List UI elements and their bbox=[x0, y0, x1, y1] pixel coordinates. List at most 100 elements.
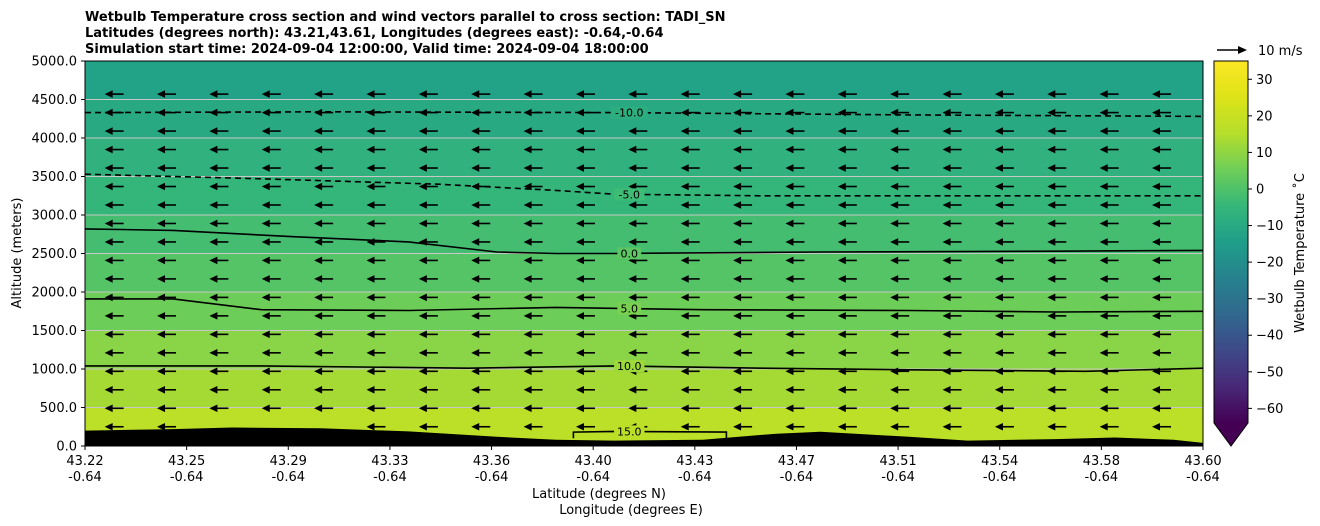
wind-vector-head-215 bbox=[1152, 256, 1161, 265]
wind-vector-head-377 bbox=[418, 108, 427, 117]
wind-vector-head-225 bbox=[523, 238, 532, 246]
contour-line-5.0 bbox=[85, 298, 1203, 313]
wind-vector-head-43 bbox=[209, 385, 218, 394]
wind-vector-head-114 bbox=[471, 330, 480, 339]
wind-vector-head-382 bbox=[680, 108, 689, 117]
contour-label-bg-10.0 bbox=[614, 360, 645, 373]
wind-vector-head-361 bbox=[733, 127, 742, 135]
contour-lines bbox=[85, 110, 1203, 439]
wind-vector-head-364 bbox=[890, 127, 899, 135]
wind-vector-head-296 bbox=[785, 182, 794, 191]
wind-vector-head-378 bbox=[471, 108, 480, 117]
wind-vector-head-63 bbox=[104, 367, 113, 376]
wind-vector-head-410 bbox=[994, 90, 1003, 98]
wind-vector-head-44 bbox=[261, 385, 270, 394]
wind-vector-head-284 bbox=[157, 182, 166, 191]
wind-vector-head-117 bbox=[628, 330, 637, 339]
wind-vector-head-172 bbox=[1204, 294, 1212, 302]
wind-vector-head-231 bbox=[837, 238, 846, 246]
wind-vector-head-229 bbox=[733, 238, 742, 246]
colorbar-tick-label-0: −60 bbox=[1256, 402, 1283, 417]
wind-vector-head-407 bbox=[837, 90, 846, 98]
x-tick-lon-4: -0.64 bbox=[475, 470, 509, 485]
x-tick-lon-5: -0.64 bbox=[576, 470, 610, 485]
wind-vector-head-408 bbox=[890, 90, 899, 98]
wind-vector-head-208 bbox=[785, 256, 794, 265]
wind-vector-head-235 bbox=[1047, 238, 1056, 246]
wind-vector-head-35 bbox=[942, 404, 951, 413]
wind-vector-head-12 bbox=[890, 422, 899, 431]
wind-vector-head-308 bbox=[261, 164, 270, 172]
wind-vector-head-390 bbox=[1099, 108, 1108, 117]
wind-vector-head-88 bbox=[261, 349, 270, 357]
wind-vector-head-74 bbox=[680, 367, 689, 376]
wind-vector-head-282 bbox=[1204, 201, 1212, 209]
x-tick-lat-6: 43.43 bbox=[676, 454, 713, 469]
wind-vector-head-147 bbox=[1047, 312, 1056, 320]
x-axis-label-2: Longitude (degrees E) bbox=[559, 503, 703, 518]
wind-vector-head-352 bbox=[261, 127, 270, 135]
wind-vector-head-13 bbox=[942, 422, 951, 431]
wind-vector-head-77 bbox=[837, 367, 846, 376]
wind-vector-head-104 bbox=[1099, 349, 1108, 357]
contour-label-15.0: 15.0 bbox=[617, 425, 642, 438]
wind-vector-head-137 bbox=[523, 312, 532, 320]
wind-vector-head-135 bbox=[418, 312, 427, 320]
wind-vector-head-248 bbox=[575, 219, 584, 228]
wind-vector-head-219 bbox=[209, 238, 218, 246]
wind-vector-head-2 bbox=[366, 422, 375, 431]
wind-vector-head-55 bbox=[837, 385, 846, 394]
wind-vector-head-346 bbox=[1099, 145, 1108, 154]
wind-vector-head-292 bbox=[575, 182, 584, 191]
wind-vector-head-131 bbox=[209, 312, 218, 320]
wind-vector-head-22 bbox=[261, 404, 270, 413]
wind-vector-head-141 bbox=[733, 312, 742, 320]
wind-vector-head-42 bbox=[157, 385, 166, 394]
wind-vector-head-86 bbox=[157, 349, 166, 357]
wind-vector-head-356 bbox=[471, 127, 480, 135]
wind-vector-head-75 bbox=[733, 367, 742, 376]
temperature-band-7 bbox=[85, 137, 1203, 177]
y-tick-label-10: 5000.0 bbox=[32, 55, 78, 70]
wind-vector-head-387 bbox=[942, 108, 951, 117]
contour-line-0.0 bbox=[85, 228, 1203, 255]
wind-vector-head-383 bbox=[733, 108, 742, 117]
wind-vector-head-127 bbox=[1152, 330, 1161, 339]
wind-vector-head-300 bbox=[994, 182, 1003, 191]
wind-vector-head-21 bbox=[209, 404, 218, 413]
wind-vector-head-32 bbox=[785, 404, 794, 413]
contour-label-bg-0.0 bbox=[617, 247, 642, 260]
contour-label--10.0: -10.0 bbox=[615, 107, 643, 120]
wind-vector-head-347 bbox=[1152, 145, 1161, 154]
wind-vector-head-385 bbox=[837, 108, 846, 117]
wind-vector-head-257 bbox=[1047, 219, 1056, 228]
wind-vector-head-343 bbox=[942, 145, 951, 154]
y-tick-label-9: 4500.0 bbox=[32, 93, 78, 108]
wind-vector-head-8 bbox=[680, 422, 689, 431]
wind-vector-head-263 bbox=[209, 201, 218, 209]
wind-vector-head-214 bbox=[1099, 256, 1108, 265]
wind-vector-head-266 bbox=[366, 201, 375, 209]
wind-vector-head-17 bbox=[1152, 422, 1161, 431]
wind-vector-head-328 bbox=[157, 145, 166, 154]
x-tick-lat-1: 43.25 bbox=[168, 454, 205, 469]
y-axis: 0.0 500.0 1000.0 1500.0 2000.0 2500.0 3000.0 35… bbox=[32, 55, 85, 455]
wind-vector-head-176 bbox=[261, 275, 270, 283]
wind-vector-head-175 bbox=[209, 275, 218, 283]
wind-vector-head-301 bbox=[1047, 182, 1056, 191]
colorbar-tick-label-1: −50 bbox=[1256, 365, 1283, 380]
wind-vector-head-185 bbox=[733, 275, 742, 283]
wind-vector-head-362 bbox=[785, 127, 794, 135]
wind-vector-head-1 bbox=[157, 422, 166, 431]
wind-vector-head-201 bbox=[418, 256, 427, 265]
wind-vector-head-3 bbox=[418, 422, 427, 431]
wind-vector-head-409 bbox=[942, 90, 951, 98]
wind-vector-head-402 bbox=[575, 90, 584, 98]
wind-vector-head-202 bbox=[471, 256, 480, 265]
wind-vector-head-126 bbox=[1099, 330, 1108, 339]
wind-vector-head-198 bbox=[261, 256, 270, 265]
wind-vector-head-404 bbox=[680, 90, 689, 98]
wind-vector-head-113 bbox=[418, 330, 427, 339]
wind-vector-head-350 bbox=[157, 127, 166, 135]
